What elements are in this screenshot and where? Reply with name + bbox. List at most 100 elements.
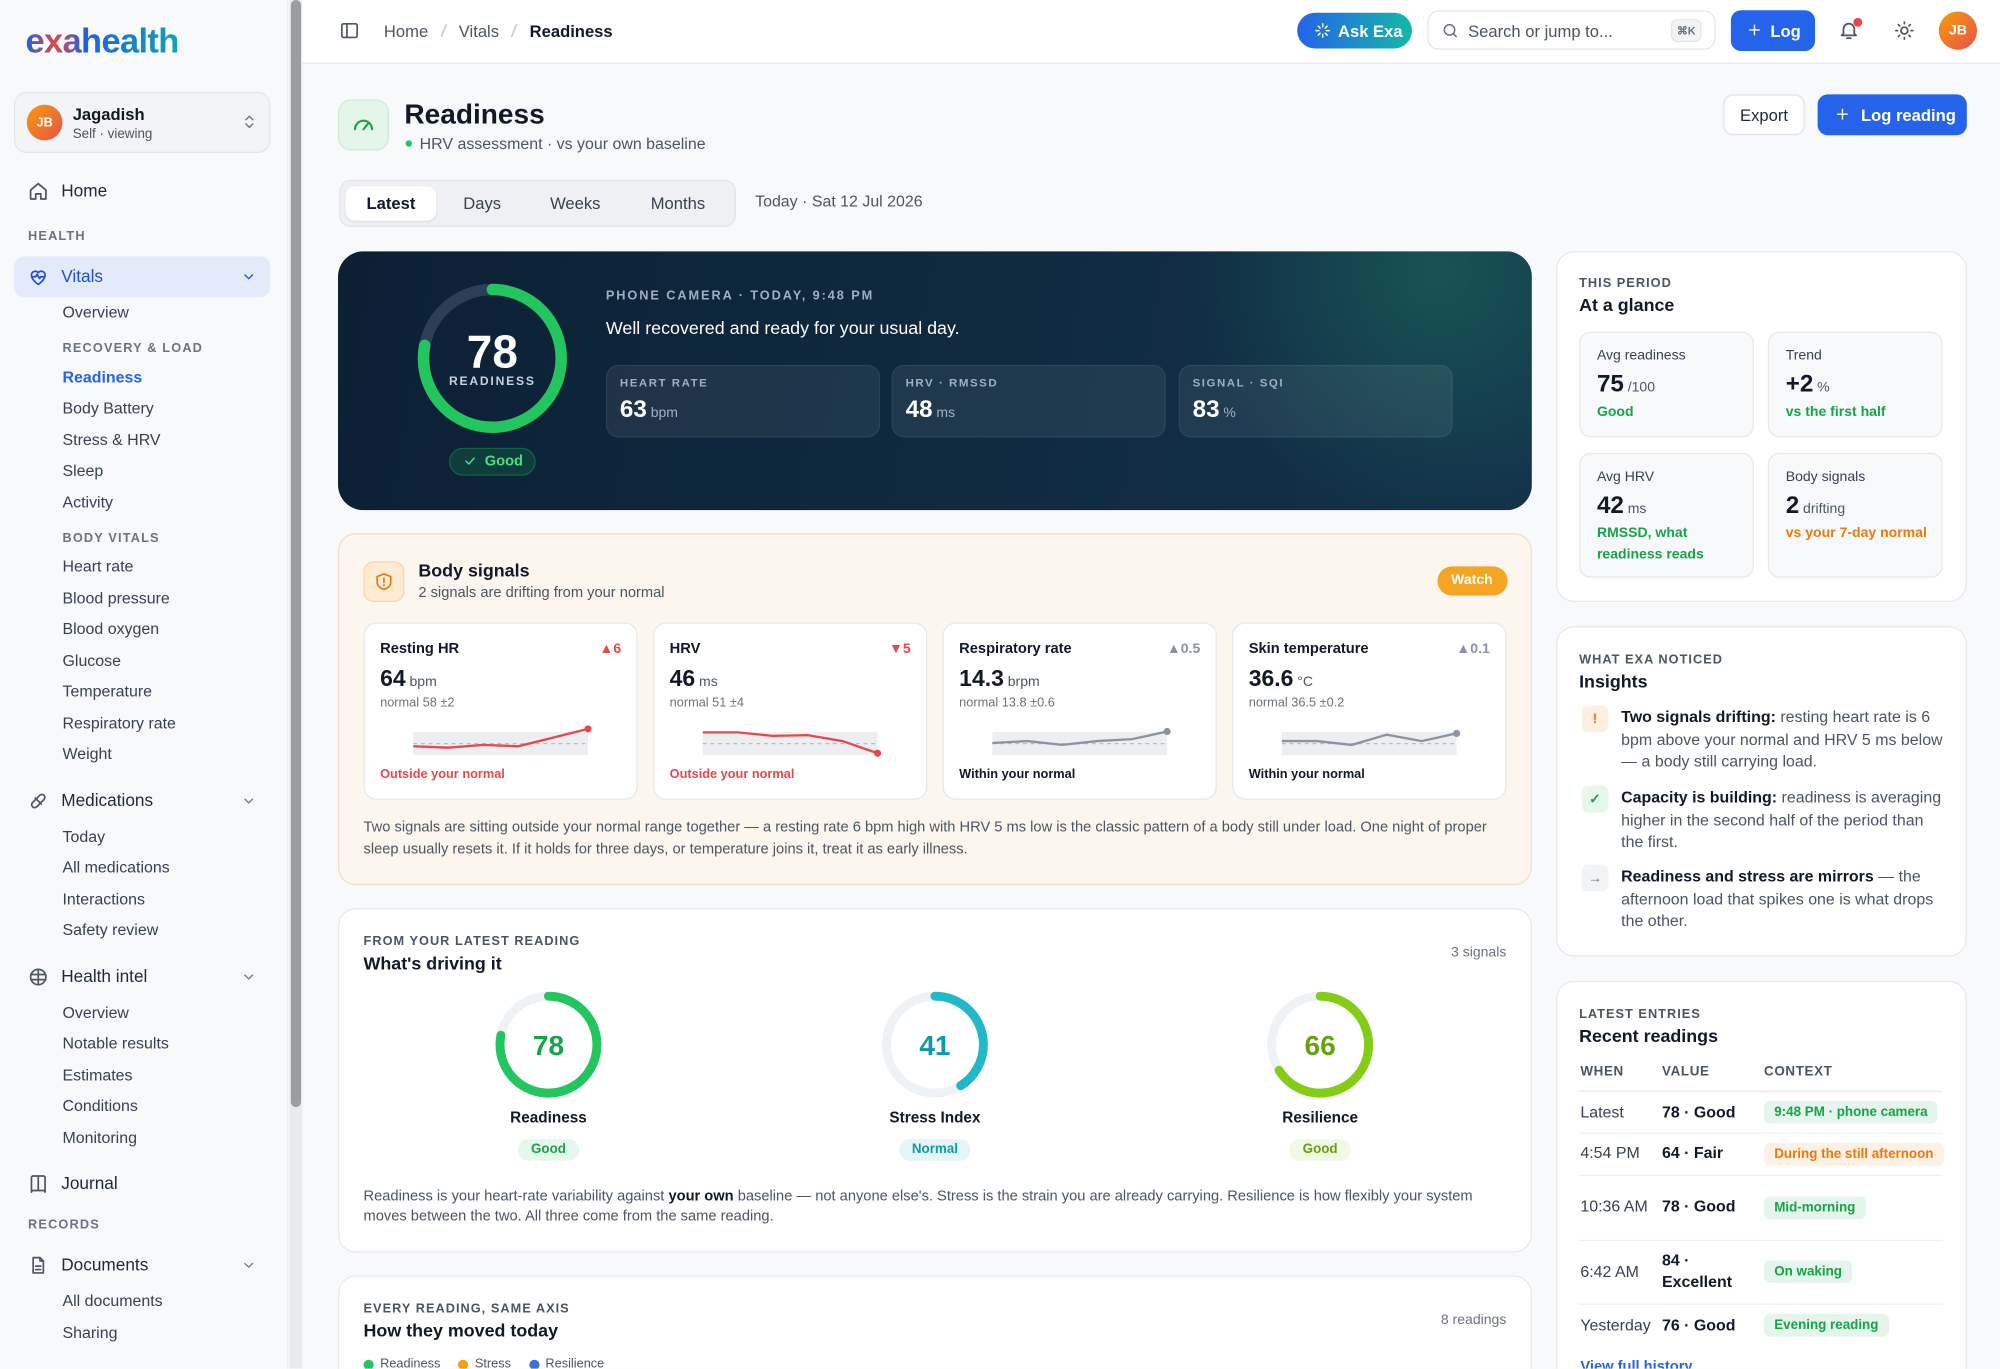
breadcrumb-separator (440, 23, 447, 38)
gauge-icon (353, 119, 374, 131)
card-eyebrow: LATEST ENTRIES (1579, 1007, 1701, 1022)
nav-label[interactable]: Home (61, 181, 108, 201)
nav-subitem[interactable]: Body Battery (62, 399, 154, 418)
breadcrumb: Home Vitals Readiness (384, 19, 613, 42)
active-tab (345, 186, 437, 221)
table-divider (1579, 1090, 1943, 1092)
export-button[interactable] (1723, 94, 1805, 136)
card-title: What's driving it (363, 952, 502, 974)
check-icon (465, 457, 475, 465)
nav-label[interactable]: Documents (61, 1255, 149, 1275)
nav-subitem[interactable]: Sleep (62, 462, 104, 480)
nav-label[interactable]: Medications (61, 790, 154, 810)
icon-stroke (244, 797, 254, 803)
nav-subitem[interactable]: Safety review (62, 921, 159, 940)
icon-stroke (340, 22, 358, 39)
period-tab[interactable]: Latest (366, 193, 416, 213)
nav-subitem[interactable]: Today (62, 827, 106, 846)
nav-subitem[interactable]: Monitoring (62, 1128, 137, 1147)
log-label[interactable]: Log (1770, 21, 1801, 41)
nav-subitem[interactable]: Heart rate (62, 557, 134, 576)
nav-subitem[interactable]: Stress & HRV (62, 430, 161, 449)
icon-stroke (30, 967, 47, 985)
hero-message: Well recovered and ready for your usual … (605, 317, 960, 339)
text-part: Readiness is your heart-rate variability… (363, 1188, 669, 1204)
nav-subitem[interactable]: Interactions (62, 889, 145, 908)
nav-row[interactable] (14, 1163, 270, 1204)
view-history-link[interactable]: View full history (1580, 1359, 1693, 1369)
log-reading-label[interactable]: Log reading (1860, 105, 1956, 125)
tile-reading: 42 ms (1597, 489, 1647, 525)
nav-subitem[interactable]: Overview (62, 1003, 129, 1022)
nav-row[interactable] (14, 172, 270, 210)
driver-label: Resilience (1282, 1108, 1359, 1127)
cell-when: Yesterday (1580, 1304, 1657, 1347)
top-avatar[interactable] (1938, 11, 1978, 50)
export-label[interactable]: Export (1740, 105, 1788, 125)
signal-delta: ▲0.5 (1166, 641, 1201, 657)
card-title: Insights (1579, 670, 1648, 692)
period-tab[interactable]: Days (463, 193, 502, 213)
nav-subitem[interactable]: Blood pressure (62, 588, 170, 607)
sparkline (1281, 729, 1461, 756)
legend-item: Readiness (363, 1356, 440, 1369)
nav-subitem[interactable]: Notable results (62, 1034, 169, 1053)
log-button[interactable] (1730, 10, 1816, 52)
metric-value: 63 (619, 396, 647, 423)
nav-label[interactable]: Health intel (61, 966, 148, 986)
period-tab[interactable]: Months (650, 193, 706, 213)
nav-subitem[interactable]: All documents (62, 1292, 163, 1311)
period-tab[interactable]: Weeks (550, 193, 601, 213)
nav-subitem[interactable]: All medications (62, 858, 170, 877)
column-header: CONTEXT (1764, 1063, 1833, 1080)
driver-status-wrap: Good (1244, 1136, 1397, 1161)
chevron-icon (244, 797, 254, 803)
metric-reading: 83% (1193, 393, 1236, 429)
ring-arc (882, 991, 988, 1098)
nav-subitem[interactable]: Blood oxygen (62, 620, 160, 639)
plus-icon (1836, 108, 1849, 120)
tile-reading: 75/100 (1597, 368, 1655, 404)
nav-subitem[interactable]: Estimates (62, 1066, 133, 1084)
nav-subitem[interactable]: Sharing (62, 1323, 118, 1342)
switch-icon (245, 115, 254, 129)
nav-subitem[interactable]: Weight (62, 745, 112, 764)
nav-subitem[interactable]: Conditions (62, 1097, 138, 1116)
glance-tile (1579, 452, 1754, 578)
nav-label[interactable]: Vitals (61, 266, 104, 286)
ask-exa-label[interactable]: Ask Exa (1338, 21, 1403, 41)
tile-unit: drifting (1803, 500, 1846, 516)
metric-box (891, 364, 1166, 438)
nav-subitem[interactable]: Activity (62, 493, 114, 512)
signal-unit: ms (699, 674, 718, 690)
insight-icon: ! (1592, 711, 1598, 727)
metric-unit: ms (936, 404, 956, 421)
nav-row[interactable] (14, 256, 270, 297)
metric-unit: % (1223, 404, 1236, 421)
icon-stroke (1900, 26, 1909, 35)
signal-reading: 64 bpm (380, 664, 437, 697)
shortcut-key (1670, 19, 1702, 43)
nav-subitem[interactable]: Overview (62, 303, 129, 322)
insight-text: Readiness and stress are mirrors — the a… (1621, 866, 1942, 933)
search-box[interactable] (1427, 10, 1716, 50)
nav-subitem[interactable]: Respiratory rate (62, 713, 176, 732)
plus-icon (1748, 24, 1760, 36)
search-placeholder: Search or jump to... (1468, 21, 1613, 41)
cell-context: During the still afternoon (1764, 1133, 1955, 1175)
nav-subitem[interactable]: Temperature (62, 682, 153, 701)
driver-ring (495, 991, 602, 1098)
signal-card (942, 622, 1217, 800)
nav-subitem[interactable]: Glucose (62, 651, 121, 670)
icon-stroke (1452, 32, 1457, 38)
nav-label[interactable]: Journal (61, 1173, 118, 1193)
metric-label: HEART RATE (619, 376, 709, 390)
context-pill: During the still afternoon (1764, 1142, 1944, 1166)
breadcrumb-item[interactable]: Home (383, 21, 429, 41)
trend-end (1453, 729, 1461, 737)
breadcrumb-item[interactable]: Vitals (458, 21, 500, 41)
watch-badge (1437, 566, 1508, 596)
glance-tile (1767, 452, 1943, 578)
icon-stroke (244, 1262, 254, 1268)
nav-subitem[interactable]: Readiness (62, 368, 143, 387)
